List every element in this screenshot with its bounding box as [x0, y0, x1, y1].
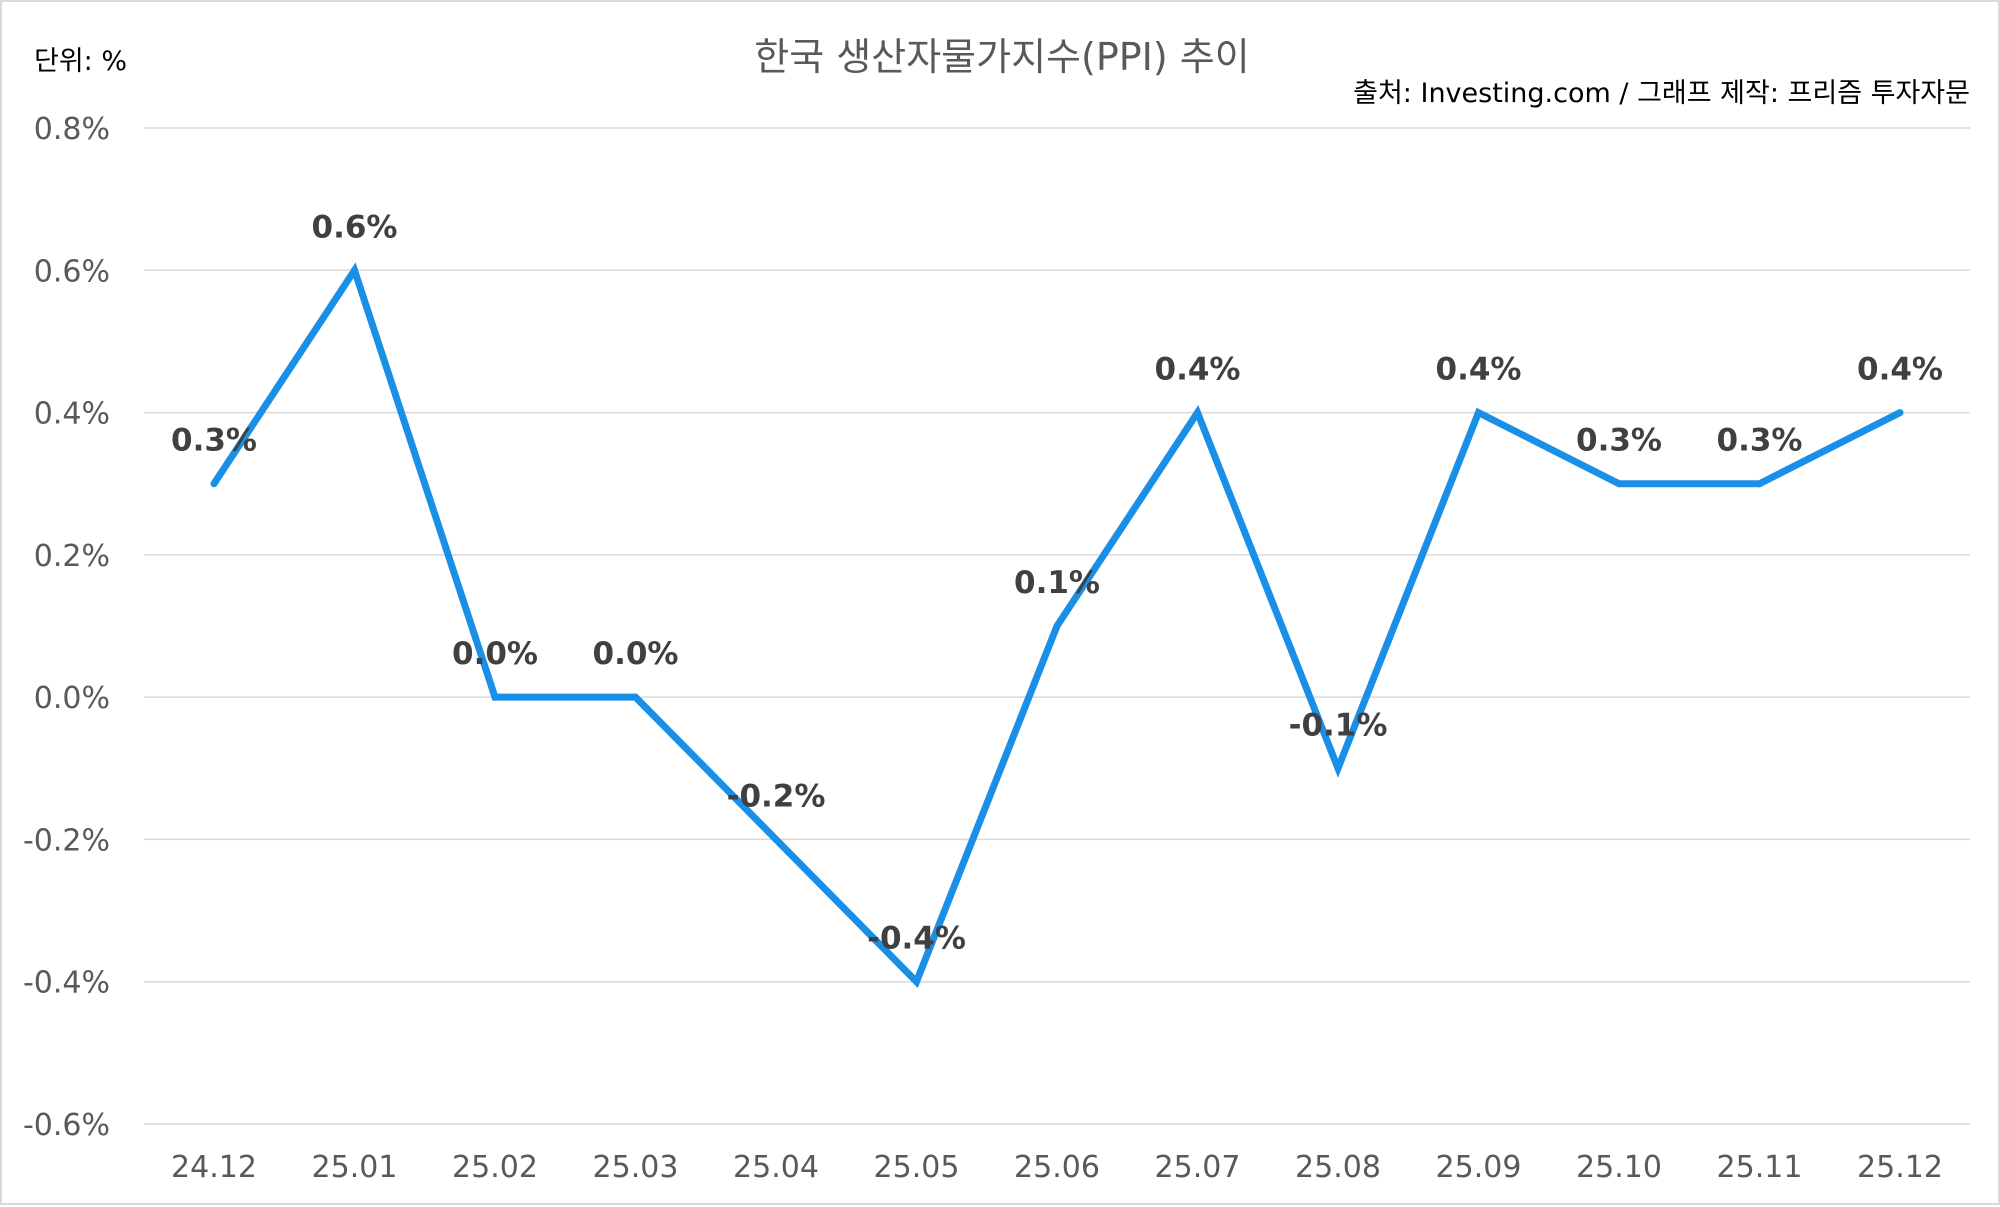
- x-axis-ticks: 24.12 25.01 25.02 25.03 25.04 25.05 25.06 25.07…: [171, 1150, 1943, 1185]
- data-labels: 0.3% 0.6% 0.0% 0.0% -0.2% -0.4% 0.1% 0.4% -0.1% 0…: [171, 209, 1943, 956]
- series-layer: [210, 262, 1904, 988]
- data-point: [351, 266, 358, 274]
- data-label: 0.3%: [1717, 423, 1803, 459]
- data-point: [1615, 480, 1623, 488]
- data-label: -0.2%: [727, 778, 826, 814]
- data-label: 0.3%: [171, 423, 257, 459]
- y-tick-label: 0.2%: [34, 539, 110, 574]
- y-tick-label: -0.4%: [23, 966, 110, 1001]
- y-tick-label: -0.6%: [23, 1108, 110, 1143]
- x-tick-label: 25.11: [1717, 1150, 1803, 1185]
- chart-title: 한국 생산자물가지수(PPI) 추이: [754, 35, 1249, 79]
- data-label: 0.1%: [1014, 565, 1100, 601]
- y-tick-label: 0.6%: [34, 254, 110, 289]
- data-label: 0.3%: [1576, 423, 1662, 459]
- data-label: -0.4%: [867, 921, 966, 957]
- data-point: [1053, 622, 1061, 630]
- data-point: [1194, 409, 1201, 417]
- y-axis-ticks: 0.8% 0.6% 0.4% 0.2% 0.0% -0.2% -0.4% -0.6%: [23, 112, 110, 1143]
- data-label: -0.1%: [1289, 707, 1388, 743]
- x-tick-label: 25.09: [1436, 1150, 1522, 1185]
- x-tick-label: 25.10: [1576, 1150, 1662, 1185]
- x-tick-label: 25.05: [874, 1150, 960, 1185]
- data-point: [491, 693, 499, 701]
- data-point: [210, 480, 218, 488]
- data-label: 0.4%: [1857, 352, 1943, 388]
- x-tick-label: 25.08: [1295, 1150, 1381, 1185]
- data-point: [1896, 409, 1904, 417]
- data-label: 0.4%: [1155, 352, 1241, 388]
- y-tick-label: 0.0%: [34, 681, 110, 716]
- unit-label: 단위: %: [34, 46, 127, 77]
- x-tick-label: 25.04: [733, 1150, 819, 1185]
- data-point: [772, 835, 780, 843]
- x-tick-label: 25.12: [1857, 1150, 1943, 1185]
- data-label: 0.0%: [593, 636, 679, 672]
- data-label: 0.6%: [312, 209, 398, 245]
- x-tick-label: 25.01: [312, 1150, 398, 1185]
- data-point: [913, 978, 920, 986]
- data-point: [632, 693, 639, 701]
- x-tick-label: 25.06: [1014, 1150, 1100, 1185]
- data-point: [1756, 480, 1763, 488]
- x-tick-label: 24.12: [171, 1150, 257, 1185]
- y-tick-label: 0.8%: [34, 112, 110, 147]
- data-point: [1475, 409, 1482, 417]
- data-label: 0.4%: [1436, 352, 1522, 388]
- x-tick-label: 25.03: [593, 1150, 679, 1185]
- x-tick-label: 25.07: [1155, 1150, 1241, 1185]
- data-point: [1334, 764, 1342, 772]
- y-tick-label: -0.2%: [23, 823, 110, 858]
- y-tick-label: 0.4%: [34, 397, 110, 432]
- source-label: 출처: Investing.com / 그래프 제작: 프리즘 투자자문: [1353, 78, 1970, 109]
- data-label: 0.0%: [452, 636, 538, 672]
- x-tick-label: 25.02: [452, 1150, 538, 1185]
